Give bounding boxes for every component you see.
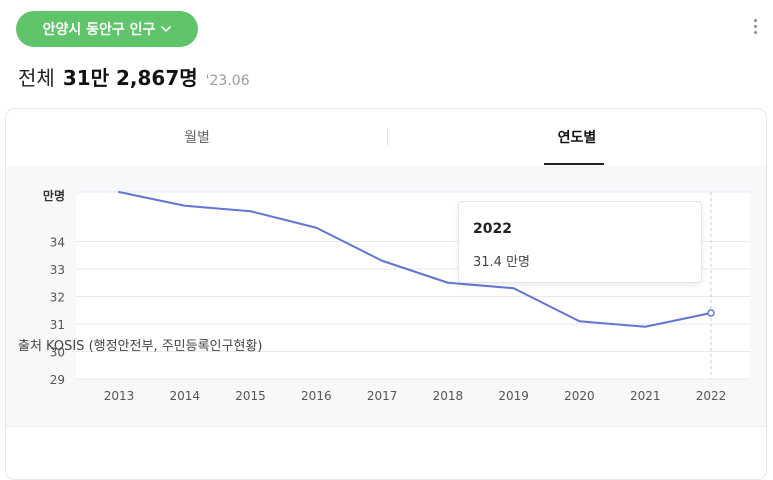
headline-label: 전체: [18, 66, 55, 90]
y-axis-unit-label: 만명: [43, 188, 65, 203]
x-tick-label: 2021: [630, 389, 661, 403]
y-tick-label: 32: [50, 291, 65, 305]
x-tick-label: 2016: [301, 389, 332, 403]
tab-monthly[interactable]: 월별: [184, 130, 210, 146]
x-tick-label: 2014: [170, 389, 201, 403]
y-tick-label: 34: [50, 236, 65, 250]
tab-divider: [387, 129, 388, 146]
x-tick-label: 2019: [498, 389, 529, 403]
tooltip-year: 2022: [473, 221, 512, 237]
y-tick-label: 31: [50, 318, 65, 332]
y-tick-label: 33: [50, 263, 65, 277]
series-line: [118, 191, 712, 328]
x-tick-label: 2013: [104, 389, 135, 403]
tooltip-value: 31.4 만명: [473, 255, 530, 270]
x-tick-label: 2018: [433, 389, 464, 403]
x-tick-label: 2015: [235, 389, 266, 403]
population-total: 31만 2,867명: [62, 66, 198, 90]
chart-tooltip: 2022 31.4 만명: [458, 201, 702, 283]
y-tick-label: 30: [50, 346, 65, 360]
chevron-down-icon: [161, 26, 172, 32]
period-tabs: 월별 연도별: [6, 109, 766, 165]
y-tick-label: 29: [50, 373, 65, 387]
region-selector-label: 안양시 동안구 인구: [42, 22, 156, 38]
tab-yearly[interactable]: 연도별: [557, 130, 597, 146]
active-tab-indicator: [544, 163, 604, 165]
x-tick-label: 2022: [696, 389, 727, 403]
highlight-point: [707, 309, 715, 317]
x-tick-label: 2017: [367, 389, 398, 403]
population-headline: 전체 31만 2,867명 '23.06: [18, 62, 250, 92]
more-options-icon[interactable]: [744, 14, 766, 38]
region-selector-button[interactable]: 안양시 동안구 인구: [16, 11, 198, 47]
reference-date: '23.06: [205, 73, 250, 89]
x-tick-label: 2020: [564, 389, 595, 403]
data-source: 출처 KOSIS (행정안전부, 주민등록인구현황): [18, 339, 263, 354]
